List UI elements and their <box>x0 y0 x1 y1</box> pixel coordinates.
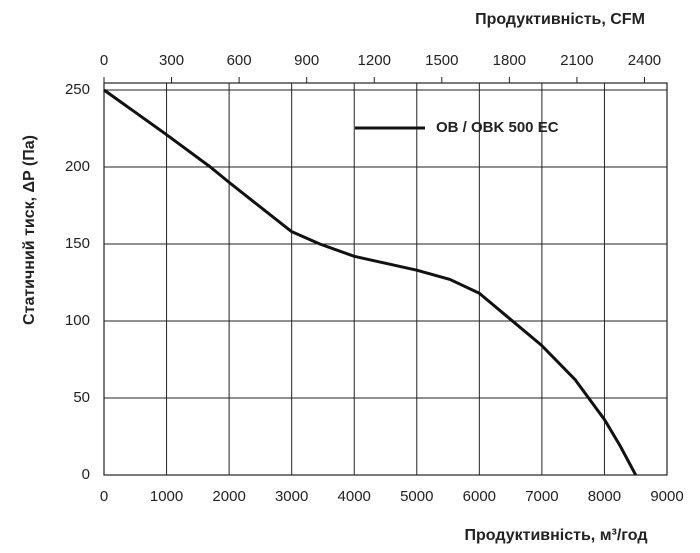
x2-tick-label: 0 <box>100 52 108 69</box>
y-tick-label: 100 <box>65 312 90 329</box>
x-tick-label: 3000 <box>275 488 308 505</box>
plot-frame <box>103 82 668 476</box>
x2-tick-label: 1800 <box>493 52 526 69</box>
x2-axis-label: Продуктивність, CFM <box>475 11 645 28</box>
x2-tick-label: 300 <box>159 52 184 69</box>
x-tick-label: 9000 <box>650 488 683 505</box>
x2-tick-label: 2100 <box>560 52 593 69</box>
x2-tick-label: 1500 <box>425 52 458 69</box>
series-line <box>103 88 638 476</box>
x-axis-label: Продуктивність, м³/год <box>465 527 648 544</box>
x-tick-label: 1000 <box>150 488 183 505</box>
y-tick-label: 200 <box>65 158 90 175</box>
x2-tick-label: 900 <box>294 52 319 69</box>
x-tick-label: 0 <box>100 488 108 505</box>
legend-label: OB / OBK 500 EC <box>436 119 559 136</box>
x-tick-label: 5000 <box>400 488 433 505</box>
y-tick-label: 150 <box>65 235 90 252</box>
x-tick-label: 6000 <box>463 488 496 505</box>
x2-tick-label: 2400 <box>628 52 661 69</box>
x2-tick-label: 600 <box>227 52 252 69</box>
y-tick-label: 0 <box>82 466 90 483</box>
x-tick-label: 8000 <box>588 488 621 505</box>
y-tick-label: 50 <box>73 389 90 406</box>
x-tick-label: 7000 <box>525 488 558 505</box>
x2-tick-label: 1200 <box>358 52 391 69</box>
x-tick-label: 2000 <box>212 488 245 505</box>
y-axis-label: Статичний тиск, ΔP (Па) <box>21 135 38 325</box>
y-tick-label: 250 <box>65 81 90 98</box>
x-tick-label: 4000 <box>338 488 371 505</box>
